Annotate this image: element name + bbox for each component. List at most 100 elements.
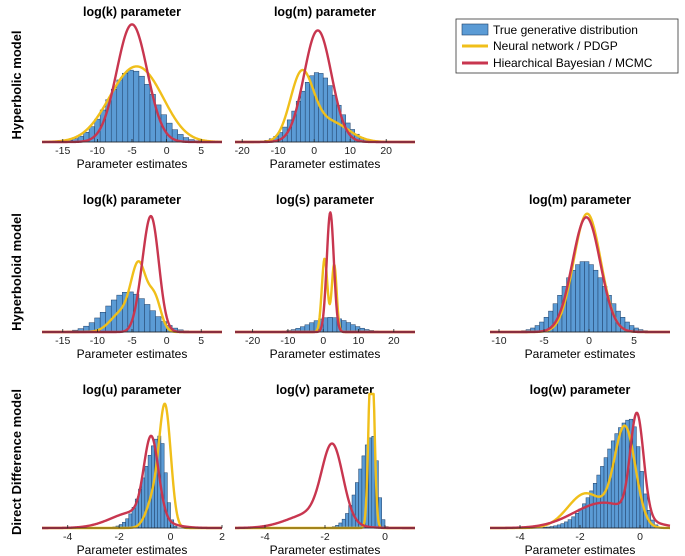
hist-bar <box>327 85 333 143</box>
hist-bar <box>596 474 601 529</box>
panel-title: log(w) parameter <box>530 383 631 397</box>
legend-box <box>455 18 679 74</box>
hist-bar <box>574 513 580 529</box>
panel-title: log(s) parameter <box>276 193 374 207</box>
x-axis-label: Parameter estimates <box>525 543 636 556</box>
hist-bar <box>571 516 576 529</box>
hist-bar <box>632 426 637 529</box>
x-tick-label: -4 <box>260 531 269 543</box>
x-tick-label: -4 <box>63 531 72 543</box>
hist-bar <box>358 468 363 529</box>
panel-title: log(v) parameter <box>276 383 374 397</box>
hist-bar <box>138 298 145 333</box>
hist-bar <box>556 524 562 529</box>
legend-label-bayes: Hiearchical Bayesian / MCMC <box>493 56 653 70</box>
x-tick-label: -5 <box>539 335 548 347</box>
hist-bar <box>331 94 337 143</box>
legend-swatch-bar <box>461 23 489 36</box>
hist-bar <box>322 77 328 143</box>
hist-bar <box>578 508 583 529</box>
hist-bar <box>579 261 585 333</box>
hist-bar <box>345 513 349 529</box>
x-tick-label: -2 <box>320 531 329 543</box>
x-axis-label: Parameter estimates <box>77 347 188 361</box>
x-tick-label: -10 <box>90 145 105 157</box>
row-label-direct-difference: Direct Difference model <box>9 389 24 535</box>
panel-0: log(k) parameter -15 -10 -5 0 5 Parameter esti… <box>41 5 223 171</box>
panels: log(k) parameter -15 -10 -5 0 5 Parameter esti… <box>41 5 671 556</box>
hist-bar <box>560 523 565 529</box>
hist-bar <box>593 269 599 333</box>
hist-bar <box>122 72 129 143</box>
hist-bar <box>575 264 581 333</box>
bayesian-curve <box>41 434 223 530</box>
hist-bar <box>304 82 310 143</box>
hist-bar <box>327 317 333 333</box>
x-tick-label: 5 <box>198 335 204 347</box>
x-tick-label: 0 <box>637 531 643 543</box>
panel-title: log(m) parameter <box>274 5 376 19</box>
x-tick-label: 0 <box>311 145 317 157</box>
x-tick-label: 20 <box>380 145 392 157</box>
x-tick-label: 0 <box>382 531 388 543</box>
hist-bar <box>125 518 130 529</box>
x-tick-label: -10 <box>280 335 295 347</box>
bayesian-curve <box>234 442 416 530</box>
legend-label-neural: Neural network / PDGP <box>493 39 618 53</box>
legend: True generative distribution Neural netw… <box>455 18 679 74</box>
hist-bar <box>332 317 338 333</box>
x-tick-label: 2 <box>219 531 225 543</box>
panel-6: log(u) parameter -4 -2 0 2 Parameter estimate… <box>41 383 225 556</box>
neural-network-curve <box>41 65 223 144</box>
row-label-hyperboloid: Hyperboloid model <box>9 213 24 331</box>
x-tick-label: -15 <box>55 145 70 157</box>
hist-bar <box>589 490 594 529</box>
x-tick-label: -10 <box>491 335 506 347</box>
panel-3: log(k) parameter -15 -10 -5 0 5 Parameter esti… <box>41 193 223 361</box>
hist-bar <box>127 69 134 143</box>
x-tick-label: -20 <box>245 335 260 347</box>
hist-bar <box>144 304 151 333</box>
x-tick-label: -2 <box>575 531 584 543</box>
x-tick-label: 0 <box>168 531 174 543</box>
x-tick-label: 10 <box>353 335 365 347</box>
hist-bar <box>584 261 590 333</box>
hist-bar <box>567 519 572 529</box>
x-axis-label: Parameter estimates <box>77 543 188 556</box>
hist-bar <box>621 422 626 529</box>
x-tick-label: 10 <box>344 145 356 157</box>
panel-title: log(u) parameter <box>83 383 182 397</box>
hist-bar <box>144 466 149 529</box>
row-label-hyperbolic: Hyperbolic model <box>9 30 24 139</box>
hist-bar <box>588 264 594 333</box>
hist-bar <box>564 521 569 529</box>
x-tick-label: 0 <box>320 335 326 347</box>
hist-bar <box>128 513 133 529</box>
x-tick-label: -5 <box>127 145 136 157</box>
x-axis-label: Parameter estimates <box>270 347 381 361</box>
x-tick-label: 0 <box>164 335 170 347</box>
x-tick-label: 0 <box>586 335 592 347</box>
hist-bar <box>341 518 346 529</box>
x-tick-label: 5 <box>198 145 204 157</box>
x-tick-label: -20 <box>235 145 250 157</box>
hist-bar <box>300 90 306 143</box>
hist-bar <box>144 84 151 143</box>
x-tick-label: 20 <box>388 335 400 347</box>
x-tick-label: 0 <box>164 145 170 157</box>
x-axis-label: Parameter estimates <box>77 157 188 171</box>
panel-title: log(k) parameter <box>83 5 181 19</box>
hist-bar <box>592 483 598 529</box>
hist-bar <box>133 70 140 143</box>
x-tick-label: 5 <box>631 335 637 347</box>
hist-bar <box>345 322 352 333</box>
hist-bar <box>597 277 603 333</box>
panel-4: log(s) parameter -20 -10 0 10 20 Parameter est… <box>234 193 416 361</box>
hist-bar <box>155 316 162 333</box>
hist-bar <box>149 310 156 333</box>
